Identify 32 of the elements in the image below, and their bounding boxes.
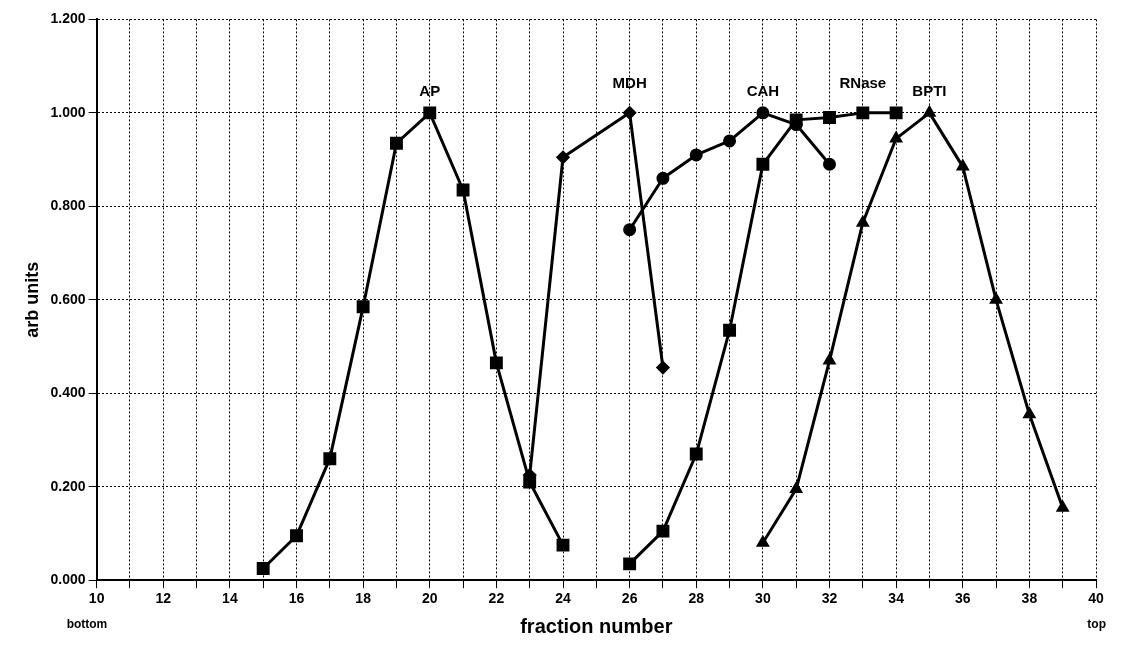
series-label: AP: [419, 81, 441, 99]
y-tick-label: 0.800: [50, 197, 86, 214]
x-tick-label: 40: [1088, 590, 1104, 607]
y-tick-label: 1.000: [50, 103, 86, 120]
series-label: MDH: [612, 73, 647, 91]
x-tick-label: 30: [755, 590, 771, 607]
series-label: BPTI: [912, 81, 947, 99]
x-tick-label: 16: [288, 590, 305, 607]
x-tick-label: 20: [421, 590, 438, 607]
series-label: CAH: [746, 81, 780, 99]
y-tick-label: 0.000: [50, 571, 86, 588]
x-tick-label: 10: [88, 590, 105, 607]
text: top: [1087, 616, 1106, 631]
x-tick-label: 34: [888, 590, 905, 607]
y-tick-label: 1.200: [50, 10, 86, 27]
x-tick-label: 36: [954, 590, 971, 607]
x-tick-label: 24: [555, 590, 571, 607]
series-label: RNase: [839, 73, 887, 91]
y-axis-title: arb units: [21, 261, 42, 338]
x-tick-label: 26: [621, 590, 638, 607]
x-tick-label: 12: [155, 590, 172, 607]
y-tick-label: 0.200: [50, 477, 86, 494]
x-tick-label: 18: [355, 590, 372, 607]
x-tick-label: 22: [488, 590, 505, 607]
x-axis-title: fraction number: [520, 614, 673, 637]
x-tick-label: 14: [222, 590, 238, 607]
x-tick-label: 38: [1021, 590, 1038, 607]
y-tick-label: 0.400: [50, 384, 86, 401]
y-tick-label: 0.600: [50, 290, 86, 307]
x-tick-label: 28: [688, 590, 705, 607]
text: bottom: [66, 616, 108, 631]
x-tick-label: 32: [821, 590, 838, 607]
